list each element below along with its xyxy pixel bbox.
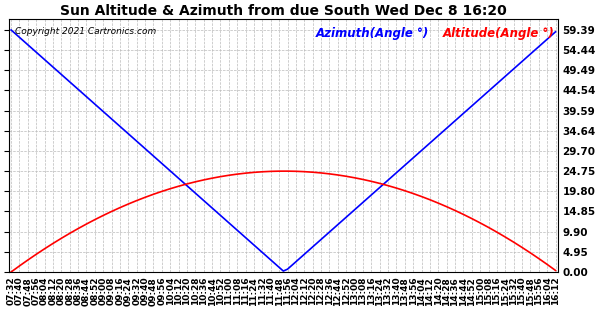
Text: Copyright 2021 Cartronics.com: Copyright 2021 Cartronics.com [14, 27, 156, 36]
Text: Altitude(Angle °): Altitude(Angle °) [442, 27, 554, 40]
Title: Sun Altitude & Azimuth from due South Wed Dec 8 16:20: Sun Altitude & Azimuth from due South We… [60, 4, 506, 18]
Text: Azimuth(Angle °): Azimuth(Angle °) [316, 27, 430, 40]
